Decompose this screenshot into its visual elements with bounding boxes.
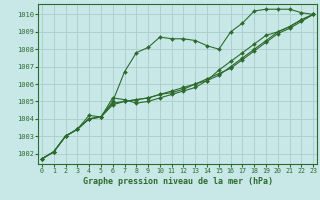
- X-axis label: Graphe pression niveau de la mer (hPa): Graphe pression niveau de la mer (hPa): [83, 177, 273, 186]
